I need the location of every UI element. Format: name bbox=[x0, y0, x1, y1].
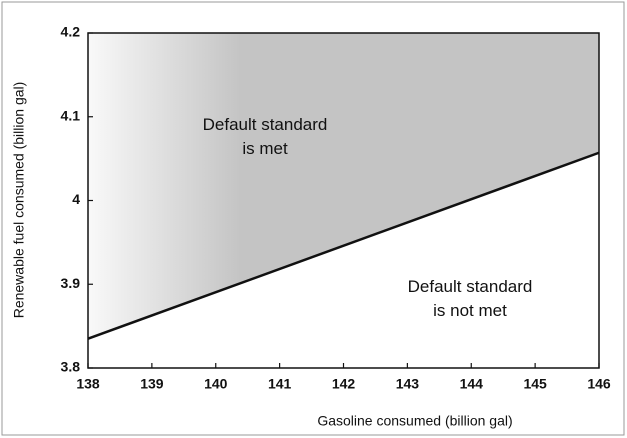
y-tick-label: 4 bbox=[72, 191, 80, 207]
x-tick-label: 145 bbox=[523, 376, 547, 392]
x-tick-label: 139 bbox=[140, 376, 164, 392]
annotation: Default standard is not met bbox=[408, 277, 533, 320]
annotation-line: is met bbox=[242, 139, 288, 158]
x-tick-label: 144 bbox=[460, 376, 484, 392]
x-tick-label: 146 bbox=[587, 376, 611, 392]
y-axis-label: Renewable fuel consumed (billion gal) bbox=[11, 82, 27, 319]
annotation-line: Default standard bbox=[408, 277, 533, 296]
line bbox=[87, 151, 600, 340]
annotation: Default standard is met bbox=[203, 115, 328, 158]
annotation-line: is not met bbox=[433, 301, 507, 320]
x-tick-label: 143 bbox=[396, 376, 420, 392]
y-tick-label: 4.2 bbox=[61, 24, 81, 40]
y-tick-label: 3.9 bbox=[61, 275, 81, 291]
annotation-line: Default standard bbox=[203, 115, 328, 134]
x-tick-label: 141 bbox=[268, 376, 292, 392]
shade-fade bbox=[88, 33, 599, 368]
x-tick-label: 138 bbox=[76, 376, 100, 392]
y-tick-label: 3.8 bbox=[61, 359, 81, 375]
x-axis-label: Gasoline consumed (billion gal) bbox=[317, 413, 512, 429]
x-tick-label: 142 bbox=[332, 376, 356, 392]
x-tick-label: 140 bbox=[204, 376, 228, 392]
y-tick-label: 4.1 bbox=[61, 107, 81, 123]
